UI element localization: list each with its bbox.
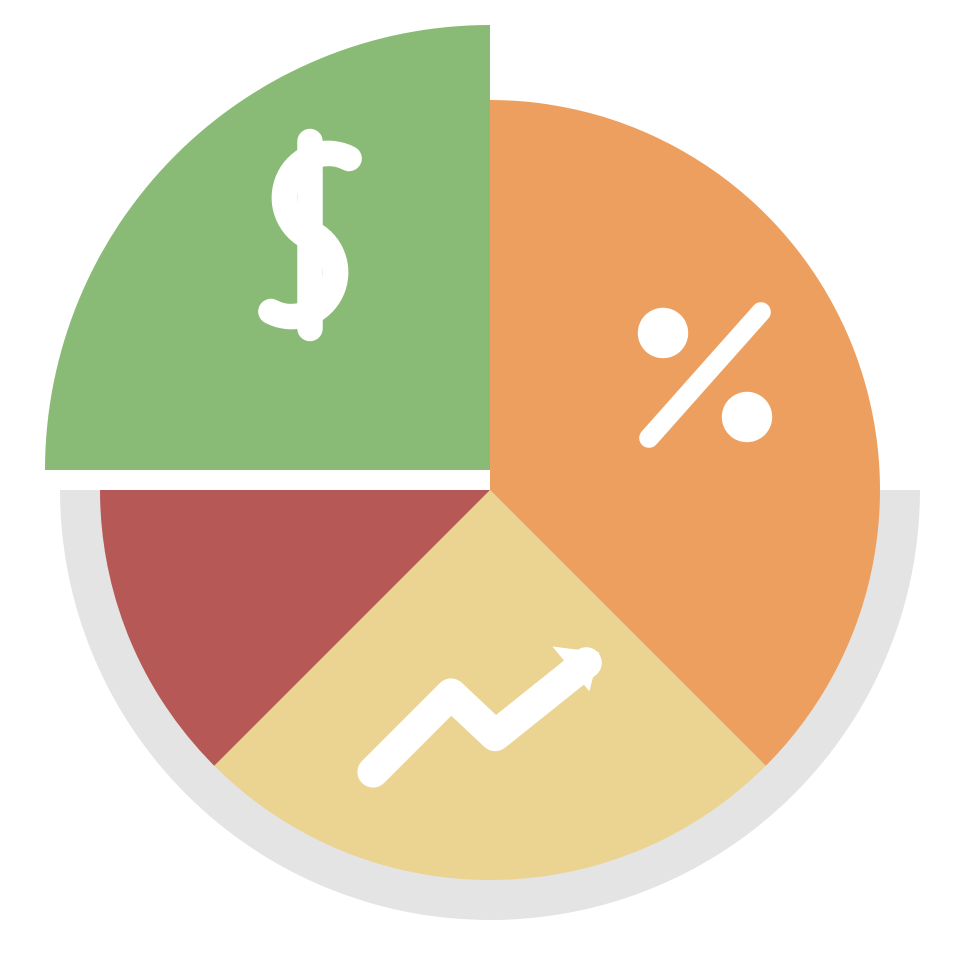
dollar-slice <box>45 25 490 470</box>
dollar-slice-shape <box>45 25 490 470</box>
pie-chart-infographic <box>0 0 980 980</box>
pie-chart-svg <box>0 0 980 980</box>
